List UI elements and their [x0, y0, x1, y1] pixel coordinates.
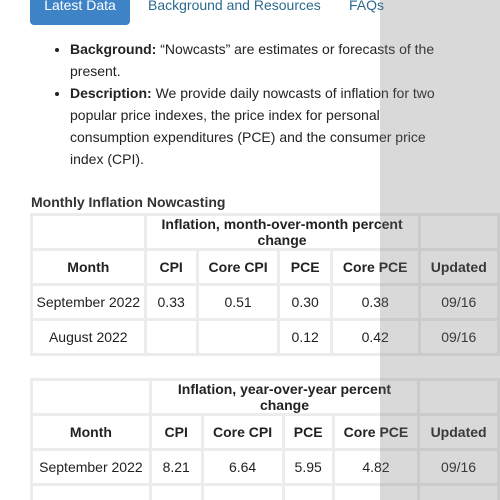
header-row: Inflation, month-over-month percent chan… — [30, 213, 500, 251]
group-header: Inflation, month-over-month percent chan… — [143, 213, 421, 251]
column-header: Core PCE — [329, 248, 421, 286]
column-header: Updated — [417, 248, 500, 286]
header-row: Month CPI Core CPI PCE Core PCE Updated — [30, 413, 500, 451]
column-header: CPI — [143, 248, 199, 286]
cell: 6.64 — [200, 448, 285, 486]
data-table: Inflation, month-over-month percent chan… — [30, 213, 500, 356]
tab[interactable]: Latest Data — [30, 0, 130, 25]
cell — [331, 483, 421, 500]
cell: 0.12 — [277, 318, 333, 356]
cell: 4.82 — [331, 448, 421, 486]
cell: 0.42 — [329, 318, 421, 356]
cell — [200, 483, 285, 500]
column-header: Core CPI — [195, 248, 281, 286]
cell — [417, 378, 500, 416]
cell — [195, 318, 281, 356]
cell: September 2022 — [30, 448, 152, 486]
table-caption: Monthly Inflation Nowcasting — [31, 194, 226, 210]
bullet-text: We provide daily nowcasts of inflation f… — [70, 85, 435, 167]
cell: 09/16 — [417, 283, 500, 321]
column-header: Core CPI — [200, 413, 285, 451]
column-header: PCE — [281, 413, 335, 451]
cell — [417, 213, 500, 251]
column-header: CPI — [148, 413, 204, 451]
bullet: Description: We provide daily nowcasts o… — [70, 82, 460, 170]
cell — [143, 318, 199, 356]
column-header: Month — [30, 248, 147, 286]
cell: August 2022 — [30, 318, 147, 356]
cell — [30, 378, 152, 416]
column-header: Month — [30, 413, 152, 451]
column-header: PCE — [277, 248, 333, 286]
cell — [281, 483, 335, 500]
cell: 09/16 — [417, 318, 500, 356]
cell: 09/16 — [417, 448, 500, 486]
header-row: Inflation, year-over-year percent change — [30, 378, 500, 416]
cell: September 2022 — [30, 283, 147, 321]
bullet-list: Background: “Nowcasts” are estimates or … — [50, 38, 460, 170]
cell: 5.95 — [281, 448, 335, 486]
data-table: Inflation, year-over-year percent change… — [30, 378, 500, 500]
cell: 8.21 — [148, 448, 204, 486]
tab[interactable]: FAQs — [349, 0, 385, 13]
group-header: Inflation, year-over-year percent change — [148, 378, 421, 416]
bullet-label: Background: — [70, 41, 157, 57]
cell: 0.30 — [277, 283, 333, 321]
table-row — [30, 483, 500, 500]
cell — [148, 483, 204, 500]
cell: 0.38 — [329, 283, 421, 321]
cell — [30, 213, 147, 251]
bullet-text: “Nowcasts” are estimates or forecasts of… — [70, 41, 435, 79]
cell — [417, 483, 500, 500]
column-header: Core PCE — [331, 413, 421, 451]
table-row: September 2022 0.33 0.51 0.30 0.38 09/16 — [30, 283, 500, 321]
column-header: Updated — [417, 413, 500, 451]
table-row: September 2022 8.21 6.64 5.95 4.82 09/16 — [30, 448, 500, 486]
header-row: Month CPI Core CPI PCE Core PCE Updated — [30, 248, 500, 286]
tab[interactable]: Background and Resources — [148, 0, 321, 13]
cell: 0.33 — [143, 283, 199, 321]
bullet: Background: “Nowcasts” are estimates or … — [70, 38, 460, 82]
cell — [30, 483, 152, 500]
cell: 0.51 — [195, 283, 281, 321]
bullet-label: Description: — [70, 85, 152, 101]
table-row: August 2022 0.12 0.42 09/16 — [30, 318, 500, 356]
